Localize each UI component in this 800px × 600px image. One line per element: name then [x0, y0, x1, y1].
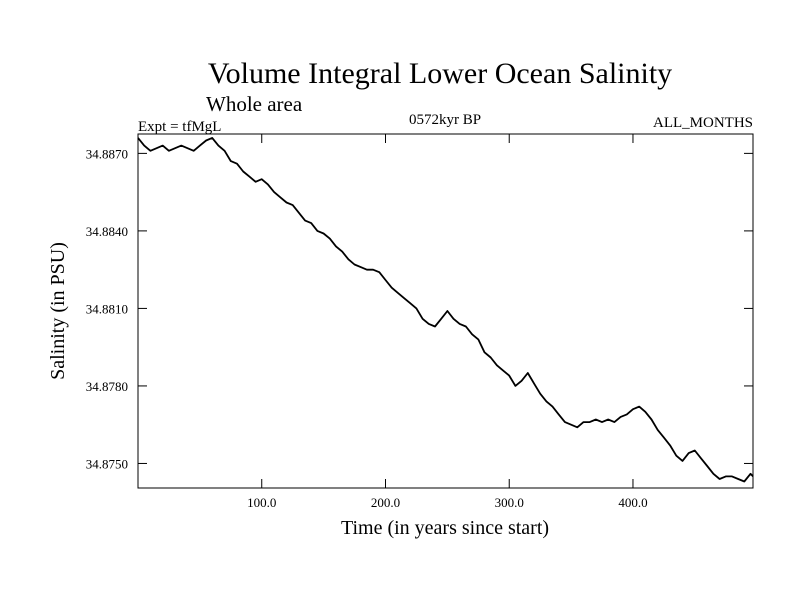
y-axis-label: Salinity (in PSU): [47, 242, 69, 380]
x-tick-label: 200.0: [371, 495, 400, 510]
x-tick-label: 100.0: [247, 495, 276, 510]
chart-subtitle: Whole area: [206, 92, 303, 116]
x-axis-label: Time (in years since start): [341, 517, 549, 539]
salinity-series-line: [137, 137, 754, 483]
y-tick-label: 34.8750: [86, 456, 128, 471]
plot-frame: [137, 133, 754, 489]
x-tick-label: 400.0: [618, 495, 647, 510]
y-tick-label: 34.8810: [86, 301, 128, 316]
y-tick-label: 34.8840: [86, 224, 128, 239]
period-label: 0572kyr BP: [409, 112, 481, 128]
y-axis: 34.8750 34.8780 34.8810 34.8840 34.8870: [86, 146, 753, 471]
y-tick-label: 34.8870: [86, 146, 128, 161]
x-tick-label: 300.0: [495, 495, 524, 510]
experiment-label: Expt = tfMgL: [138, 119, 221, 135]
chart-title: Volume Integral Lower Ocean Salinity: [208, 57, 672, 90]
months-label: ALL_MONTHS: [653, 115, 753, 131]
y-tick-label: 34.8780: [86, 379, 128, 394]
x-axis: 100.0 200.0 300.0 400.0: [247, 134, 648, 510]
